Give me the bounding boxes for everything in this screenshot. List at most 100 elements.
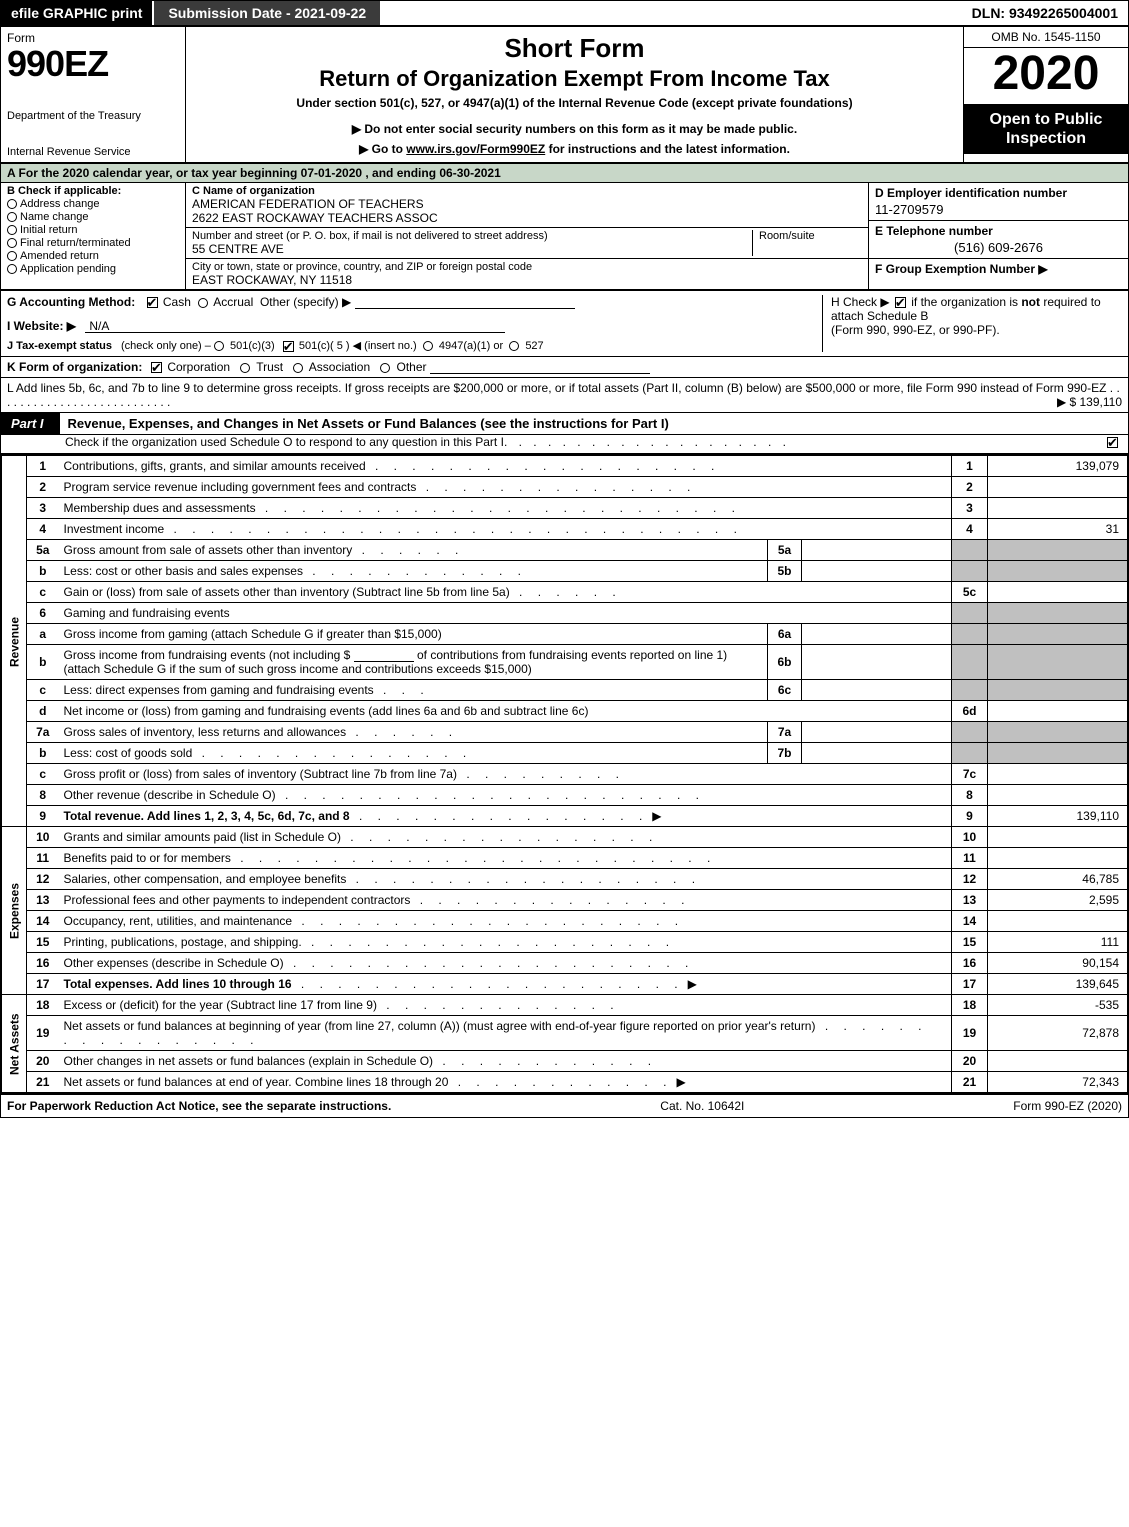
desc-18: Excess or (deficit) for the year (Subtra… (64, 998, 377, 1012)
part-i-title: Revenue, Expenses, and Changes in Net As… (60, 413, 1128, 434)
top-bar: efile GRAPHIC print Submission Date - 20… (1, 1, 1128, 27)
efile-print-button[interactable]: efile GRAPHIC print (1, 1, 152, 25)
city-row: City or town, state or province, country… (186, 259, 868, 289)
coln-8: 8 (952, 785, 988, 806)
row-19: 19 Net assets or fund balances at beginn… (2, 1016, 1128, 1051)
coln-20: 20 (952, 1051, 988, 1072)
chk-application-pending[interactable]: Application pending (7, 263, 179, 275)
chk-schedule-b-not-required[interactable] (895, 297, 906, 308)
subv-5a (802, 540, 952, 561)
coln-19: 19 (952, 1016, 988, 1051)
desc-3: Membership dues and assessments (64, 501, 256, 515)
desc-10: Grants and similar amounts paid (list in… (64, 830, 341, 844)
form-header: Form 990EZ Department of the Treasury In… (1, 27, 1128, 164)
cat-number: Cat. No. 10642I (391, 1099, 1013, 1113)
chk-501c[interactable] (283, 341, 294, 352)
shade-5b (952, 561, 988, 582)
dots: . . . (374, 683, 430, 697)
desc-21: Net assets or fund balances at end of ye… (64, 1075, 449, 1089)
ln-7b: b (27, 743, 59, 764)
ln-11: 11 (27, 848, 59, 869)
row-8: 8 Other revenue (describe in Schedule O)… (2, 785, 1128, 806)
header-right: OMB No. 1545-1150 2020 Open to Public In… (963, 27, 1128, 162)
chk-corporation[interactable] (151, 362, 162, 373)
chk-initial-return[interactable]: Initial return (7, 224, 179, 236)
shade-6a (952, 624, 988, 645)
phone-label: E Telephone number (875, 224, 993, 238)
opt-corporation: Corporation (167, 360, 230, 374)
ln-6: 6 (27, 603, 59, 624)
chk-501c3[interactable] (214, 341, 224, 351)
opt-initial-return: Initial return (20, 224, 77, 236)
org-name-2: 2622 EAST ROCKAWAY TEACHERS ASSOC (192, 211, 438, 225)
chk-trust[interactable] (240, 363, 250, 373)
street-val: 55 CENTRE AVE (192, 242, 284, 256)
coln-4: 4 (952, 519, 988, 540)
ln-5a: 5a (27, 540, 59, 561)
ln-20: 20 (27, 1051, 59, 1072)
chk-accrual[interactable] (198, 298, 208, 308)
ln-2: 2 (27, 477, 59, 498)
chk-name-change[interactable]: Name change (7, 211, 179, 223)
irs-link[interactable]: www.irs.gov/Form990EZ (406, 142, 545, 156)
row-2: 2 Program service revenue including gove… (2, 477, 1128, 498)
desc-6d: Net income or (loss) from gaming and fun… (64, 704, 589, 718)
row-1: Revenue 1 Contributions, gifts, grants, … (2, 456, 1128, 477)
chk-527[interactable] (509, 341, 519, 351)
row-5b: b Less: cost or other basis and sales ex… (2, 561, 1128, 582)
chk-other-org[interactable] (380, 363, 390, 373)
row-20: 20 Other changes in net assets or fund b… (2, 1051, 1128, 1072)
dots: . . . . . . . . . . . . . . . (410, 893, 690, 907)
entity-box: B Check if applicable: Address change Na… (1, 183, 1128, 291)
box-c: C Name of organization AMERICAN FEDERATI… (186, 183, 868, 289)
val-12: 46,785 (988, 869, 1128, 890)
desc-1: Contributions, gifts, grants, and simila… (64, 459, 366, 473)
net-assets-side-label: Net Assets (2, 995, 27, 1093)
j-label: J Tax-exempt status (7, 340, 112, 352)
chk-association[interactable] (293, 363, 303, 373)
chk-address-change[interactable]: Address change (7, 198, 179, 210)
website-input[interactable]: N/A (85, 319, 505, 333)
dots: . . . . . . . . . . . . . . . . . . . . … (292, 977, 684, 991)
shade-7a-v (988, 722, 1128, 743)
ln-5c: c (27, 582, 59, 603)
tax-year: 2020 (964, 48, 1128, 104)
part-i-sub-text: Check if the organization used Schedule … (65, 435, 504, 449)
box-b: B Check if applicable: Address change Na… (1, 183, 186, 289)
dots: . . . . . . . . . . . . . . . . . . . . … (276, 788, 705, 802)
opt-other-org: Other (397, 360, 427, 374)
other-org-input[interactable] (430, 360, 650, 374)
chk-4947[interactable] (423, 341, 433, 351)
row-14: 14 Occupancy, rent, utilities, and maint… (2, 911, 1128, 932)
val-7c (988, 764, 1128, 785)
coln-7c: 7c (952, 764, 988, 785)
chk-schedule-o-part-i[interactable] (1105, 435, 1120, 449)
row-6c: c Less: direct expenses from gaming and … (2, 680, 1128, 701)
coln-15: 15 (952, 932, 988, 953)
box-d: D Employer identification number 11-2709… (869, 183, 1128, 221)
dept-treasury: Department of the Treasury (7, 110, 179, 122)
val-17: 139,645 (988, 974, 1128, 995)
line-g-h: G Accounting Method: Cash Accrual Other … (1, 291, 1128, 357)
val-10 (988, 827, 1128, 848)
desc-6c: Less: direct expenses from gaming and fu… (64, 683, 374, 697)
chk-amended-return[interactable]: Amended return (7, 250, 179, 262)
street-row: Number and street (or P. O. box, if mail… (186, 228, 868, 259)
opt-association: Association (309, 360, 370, 374)
ln-3: 3 (27, 498, 59, 519)
chk-final-return[interactable]: Final return/terminated (7, 237, 179, 249)
fundraising-contrib-input[interactable] (354, 648, 414, 662)
opt-accrual: Accrual (213, 295, 253, 309)
city-label: City or town, state or province, country… (192, 261, 862, 273)
val-13: 2,595 (988, 890, 1128, 911)
chk-cash[interactable] (147, 297, 158, 308)
shade-5b-v (988, 561, 1128, 582)
desc-5c: Gain or (loss) from sale of assets other… (64, 585, 510, 599)
opt-501c3: 501(c)(3) (230, 340, 275, 352)
ln-8: 8 (27, 785, 59, 806)
other-specify-input[interactable] (355, 295, 575, 309)
desc-2: Program service revenue including govern… (64, 480, 417, 494)
row-17: 17 Total expenses. Add lines 10 through … (2, 974, 1128, 995)
ln-1: 1 (27, 456, 59, 477)
part-i-tab: Part I (1, 413, 60, 434)
